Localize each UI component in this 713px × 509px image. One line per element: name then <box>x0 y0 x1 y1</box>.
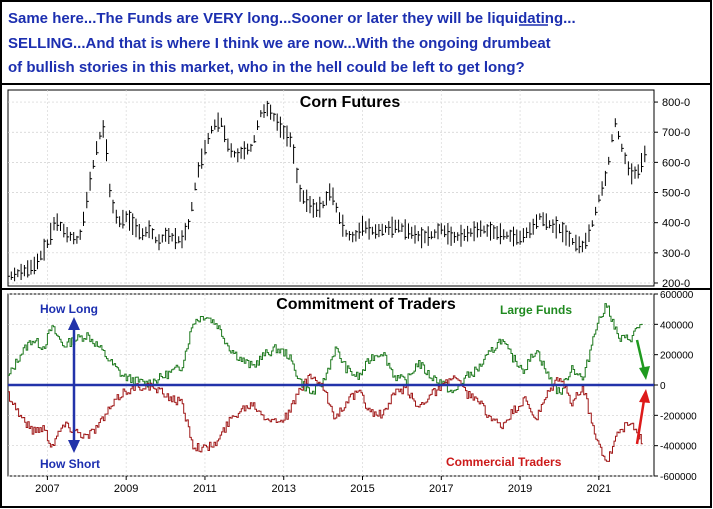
cot-x-ticks: 2007 2009 2011 2013 2015 2017 2019 2021 <box>35 476 611 495</box>
cot-y-tick-label: -600000 <box>660 472 697 483</box>
price-y-tick-label: 400-0 <box>662 218 690 230</box>
x-tick-label: 2021 <box>587 483 611 495</box>
price-plot-area <box>7 89 655 287</box>
price-bar-series <box>7 100 647 285</box>
cot-y-ticks: 600000 400000 200000 0 -200000 -400000 -600000 <box>654 290 697 483</box>
green-arrow-down-icon <box>635 339 650 380</box>
x-tick-label: 2007 <box>35 483 59 495</box>
header-text: Same here...The Funds are VERY long...So… <box>8 10 576 76</box>
cot-y-tick-label: 600000 <box>660 290 694 301</box>
price-y-tick-label: 300-0 <box>662 248 690 260</box>
price-y-tick-label: 500-0 <box>662 188 690 200</box>
how-long-label: How Long <box>40 302 98 316</box>
cot-title: Commitment of Traders <box>276 296 456 313</box>
price-y-tick-label: 600-0 <box>662 157 690 169</box>
price-y-ticks: 200-0 300-0 400-0 500-0 600-0 700-0 800-0 <box>654 97 690 290</box>
cot-y-tick-label: 200000 <box>660 351 694 362</box>
cot-panel: 600000 400000 200000 0 -200000 -400000 -600000… <box>7 290 697 495</box>
cot-y-tick-label: 400000 <box>660 320 694 331</box>
cot-y-tick-label: -400000 <box>660 442 697 453</box>
corn-futures-title: Corn Futures <box>300 94 401 111</box>
price-series <box>7 100 647 285</box>
cot-y-tick-label: 0 <box>660 381 666 392</box>
x-tick-label: 2013 <box>271 483 295 495</box>
x-tick-label: 2019 <box>508 483 532 495</box>
red-arrow-up-icon <box>635 389 650 445</box>
price-y-tick-label: 200-0 <box>662 278 690 290</box>
double-arrow-icon <box>68 317 80 453</box>
price-gridlines <box>8 90 654 286</box>
header-line-1: Same here...The Funds are VERY long...So… <box>8 10 576 27</box>
commercial-traders-line <box>8 373 643 462</box>
x-tick-label: 2017 <box>429 483 453 495</box>
x-tick-label: 2015 <box>350 483 374 495</box>
how-short-label: How Short <box>40 457 100 471</box>
header-line-2: SELLING...And that is where I think we a… <box>8 35 551 52</box>
x-tick-label: 2009 <box>114 483 138 495</box>
cot-y-tick-label: -200000 <box>660 411 697 422</box>
large-funds-label: Large Funds <box>500 303 572 317</box>
large-funds-line <box>8 303 643 395</box>
header-line-3: of bullish stories in this market, who i… <box>8 59 525 76</box>
price-y-tick-label: 700-0 <box>662 127 690 139</box>
commercial-traders-label: Commercial Traders <box>446 455 562 469</box>
price-y-tick-label: 800-0 <box>662 97 690 109</box>
corn-futures-panel: 200-0 300-0 400-0 500-0 600-0 700-0 800-0 Corn… <box>7 89 690 290</box>
x-tick-label: 2011 <box>193 483 217 495</box>
